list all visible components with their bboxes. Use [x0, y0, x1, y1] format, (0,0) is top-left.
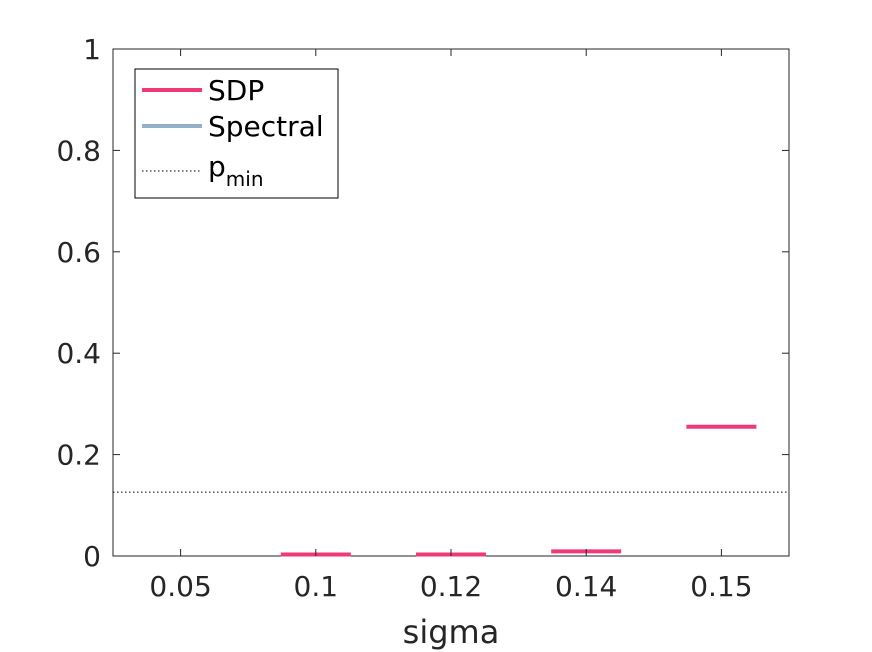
y-tick-label: 0.2 [56, 439, 101, 472]
legend-label-pmin-subscript: min [226, 167, 264, 191]
x-axis-label: sigma [403, 613, 500, 651]
legend-label-pmin-main: p [208, 150, 226, 183]
x-tick-label: 0.14 [555, 570, 617, 603]
x-tick-label: 0.12 [420, 570, 482, 603]
x-tick-label: 0.1 [294, 570, 339, 603]
legend-label-sdp: SDP [208, 74, 264, 107]
y-ticks: 0 0.2 0.4 0.6 0.8 1 [56, 33, 789, 573]
y-tick-label: 0.8 [56, 134, 101, 167]
y-tick-label: 0.4 [56, 337, 101, 370]
x-ticks: 0.05 0.1 0.12 0.14 0.15 [149, 49, 753, 603]
y-tick-label: 1 [83, 33, 101, 66]
legend-label-pmin: pmin [208, 150, 264, 191]
x-tick-label: 0.15 [690, 570, 752, 603]
y-tick-label: 0 [83, 540, 101, 573]
x-tick-label: 0.05 [149, 570, 211, 603]
legend: SDP Spectral pmin [134, 68, 339, 199]
y-tick-label: 0.6 [56, 236, 101, 269]
legend-label-spectral: Spectral [208, 110, 324, 143]
